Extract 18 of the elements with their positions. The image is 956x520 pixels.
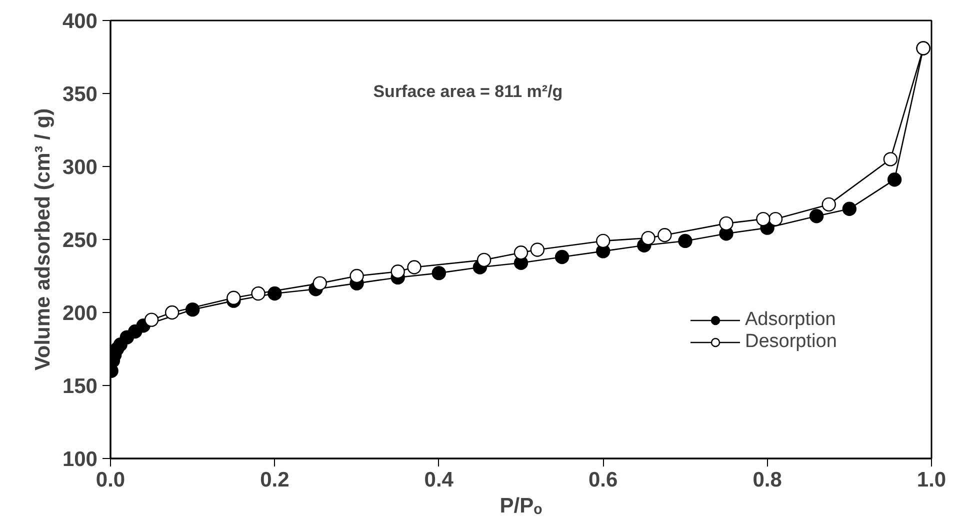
y-axis-title: Volume adsorbed (cm³ / g) [31, 108, 54, 371]
y-tick-label: 250 [62, 229, 98, 252]
x-tick-label: 0.0 [96, 468, 126, 492]
x-tick-label: 0.6 [588, 468, 618, 492]
y-tick-label: 100 [62, 448, 98, 471]
y-tick-label: 200 [62, 302, 98, 325]
y-tick-label: 350 [62, 83, 98, 106]
annotation: Surface area = 811 m²/g [373, 82, 563, 101]
legend-label: Desorption [745, 331, 837, 353]
y-tick-label: 300 [62, 156, 98, 179]
x-tick-label: 0.2 [260, 468, 290, 492]
x-axis-title: P/Pₒ [500, 494, 543, 518]
x-tick-label: 1.0 [916, 468, 946, 492]
y-tick-label: 150 [62, 375, 98, 398]
x-tick-label: 0.8 [752, 468, 782, 492]
y-tick-label: 400 [62, 10, 98, 33]
x-tick-label: 0.4 [424, 468, 454, 492]
legend-label: Adsorption [745, 309, 836, 331]
